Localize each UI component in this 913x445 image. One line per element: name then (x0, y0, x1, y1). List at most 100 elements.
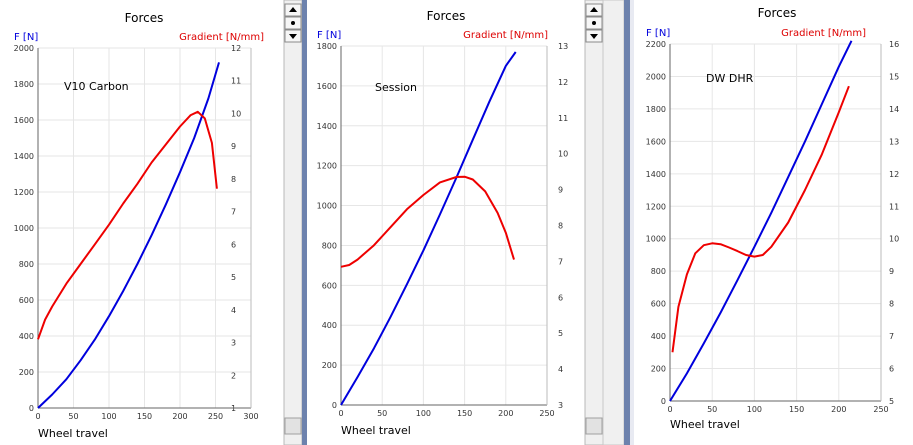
chart-0-xtick-label: 150 (137, 412, 152, 421)
chart-0-xtick-label: 300 (243, 412, 258, 421)
chart-1-force-series-line (340, 51, 517, 406)
chart-2-ytick-label: 800 (651, 267, 666, 276)
chart-1-ytick-label: 1000 (317, 202, 337, 211)
chart-0-y2label: Gradient [N/mm] (179, 32, 264, 43)
triangle-down-icon (590, 34, 598, 39)
chart-0-xtick-label: 100 (101, 412, 116, 421)
chart-1-y2tick-label: 5 (558, 329, 563, 338)
chart-1-ylabel: F [N] (317, 30, 341, 41)
chart-0-ylabel: F [N] (14, 32, 38, 43)
dot-icon (291, 21, 295, 25)
chart-1-xlabel: Wheel travel (341, 424, 411, 437)
chart-1-xtick-label: 200 (498, 409, 513, 418)
pane-border (630, 0, 634, 445)
chart-1-xtick-label: 100 (416, 409, 431, 418)
chart-2-xtick-label: 250 (873, 405, 888, 414)
chart-2-ytick-label: 1800 (646, 105, 666, 114)
chart-2-y2tick-label: 11 (889, 202, 899, 211)
chart-1-ytick-label: 200 (322, 361, 337, 370)
chart-1-y2tick-label: 12 (558, 78, 568, 87)
chart-1-ytick-label: 0 (332, 401, 337, 410)
scroll-thumb-0[interactable] (284, 417, 302, 435)
chart-1-ytick-label: 1600 (317, 82, 337, 91)
chart-2-y2tick-label: 12 (889, 170, 899, 179)
scrollbar-0[interactable] (283, 0, 303, 445)
chart-1-y2tick-label: 10 (558, 150, 568, 159)
chart-0-ytick-label: 200 (19, 368, 34, 377)
chart-1-ytick-label: 600 (322, 281, 337, 290)
chart-2-annotation: DW DHR (706, 72, 754, 85)
chart-0-xtick-label: 250 (208, 412, 223, 421)
chart-0-xtick-label: 50 (68, 412, 78, 421)
chart-2-ylabel: F [N] (646, 28, 670, 39)
chart-1-ytick-label: 400 (322, 321, 337, 330)
chart-0-ytick-label: 0 (29, 404, 34, 413)
triangle-up-icon (590, 7, 598, 12)
chart-0-y2tick-label: 5 (231, 273, 236, 282)
chart-2-y2tick-label: 6 (889, 365, 894, 374)
chart-2-xtick-label: 0 (667, 405, 672, 414)
pane-divider[interactable] (624, 0, 630, 445)
chart-2-force-series-line (669, 40, 853, 402)
chart-1-ytick-label: 1800 (317, 42, 337, 51)
chart-2-ytick-label: 200 (651, 365, 666, 374)
pane-gutter (602, 0, 625, 445)
chart-2-ytick-label: 0 (661, 397, 666, 406)
pane-divider[interactable] (302, 0, 307, 445)
chart-0-force-series-line (37, 62, 220, 409)
chart-2-ytick-label: 1000 (646, 235, 666, 244)
chart-2-ytick-label: 400 (651, 332, 666, 341)
chart-1-annotation: Session (375, 81, 417, 94)
chart-1-y2tick-label: 8 (558, 222, 563, 231)
chart-0-annotation: V10 Carbon (64, 80, 129, 93)
chart-1-ytick-label: 1400 (317, 122, 337, 131)
dot-icon (592, 21, 596, 25)
chart-0-y2tick-label: 9 (231, 142, 236, 151)
chart-0-xtick-label: 200 (172, 412, 187, 421)
chart-1-y2tick-label: 11 (558, 114, 568, 123)
chart-0-xlabel: Wheel travel (38, 427, 108, 440)
chart-1-xtick-label: 250 (539, 409, 554, 418)
chart-2-y2tick-label: 13 (889, 137, 899, 146)
chart-2-y2tick-label: 16 (889, 40, 899, 49)
chart-2-ytick-label: 2200 (646, 40, 666, 49)
chart-1-y2tick-label: 3 (558, 401, 563, 410)
forces-chart-panel-v10-carbon: Forces F [N] Gradient [N/mm] 0 200 400 600 800 1… (14, 11, 264, 440)
chart-2-ytick-label: 1600 (646, 137, 666, 146)
chart-2-gradient-series-line (671, 85, 850, 353)
chart-2-ytick-label: 1200 (646, 202, 666, 211)
chart-1-ytick-label: 1200 (317, 162, 337, 171)
chart-0-xtick-label: 0 (35, 412, 40, 421)
chart-0-ytick-label: 1200 (14, 188, 34, 197)
chart-0-ytick-label: 2000 (14, 44, 34, 53)
chart-2-xtick-label: 100 (747, 405, 762, 414)
triangle-up-icon (289, 7, 297, 12)
chart-0-ytick-label: 1000 (14, 224, 34, 233)
chart-0-y2tick-label: 12 (231, 44, 241, 53)
chart-1-y2tick-label: 4 (558, 365, 563, 374)
chart-0-y2tick-label: 7 (231, 208, 236, 217)
chart-0-ytick-label: 1800 (14, 80, 34, 89)
window-chrome (283, 0, 634, 445)
chart-0-y2tick-label: 10 (231, 109, 241, 118)
chart-0-y2tick-label: 2 (231, 371, 236, 380)
chart-0-y2tick-label: 4 (231, 306, 236, 315)
chart-2-xlabel: Wheel travel (670, 418, 740, 431)
chart-2-ytick-label: 600 (651, 300, 666, 309)
triangle-down-icon (289, 34, 297, 39)
scrollbar-1[interactable] (584, 0, 604, 445)
chart-1-y2label: Gradient [N/mm] (463, 30, 548, 41)
chart-2-y2tick-label: 9 (889, 267, 894, 276)
chart-2-title: Forces (758, 6, 797, 20)
chart-2-ytick-label: 2000 (646, 72, 666, 81)
scroll-thumb-1[interactable] (585, 417, 603, 435)
chart-0-y2tick-label: 3 (231, 339, 236, 348)
chart-0-ytick-label: 400 (19, 332, 34, 341)
chart-2-y2tick-label: 7 (889, 332, 894, 341)
chart-1-y2tick-label: 7 (558, 257, 563, 266)
chart-1-y2tick-label: 9 (558, 186, 563, 195)
chart-0-title: Forces (125, 11, 164, 25)
chart-2-y2tick-label: 8 (889, 300, 894, 309)
chart-0-ytick-label: 1600 (14, 116, 34, 125)
chart-0-y2tick-label: 8 (231, 175, 236, 184)
